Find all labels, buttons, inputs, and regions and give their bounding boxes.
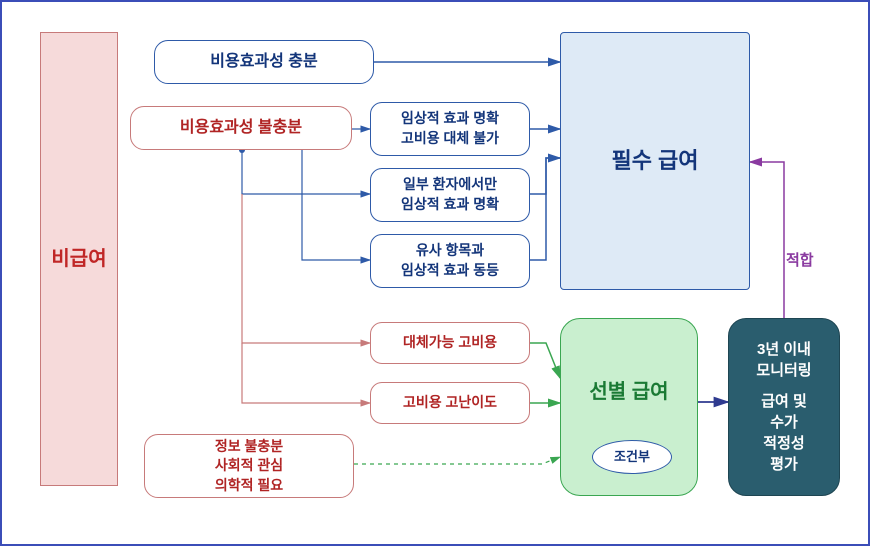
node-label: 고비용 고난이도 (403, 393, 497, 413)
node-label-line1: 임상적 효과 명확 (401, 109, 499, 129)
node-conditional: 조건부 (592, 440, 672, 474)
flowchart-canvas: 비급여 비용효과성 충분 비용효과성 불충분 임상적 효과 명확 고비용 대체 … (0, 0, 870, 546)
node-label: 비급여 (51, 245, 106, 273)
node-label-line2: 임상적 효과 동등 (401, 261, 499, 281)
node-label-line1: 유사 항목과 (416, 241, 484, 261)
edge-e12 (354, 457, 560, 464)
node-label: 조건부 (614, 448, 650, 466)
node-replaceable-high-cost: 대체가능 고비용 (370, 322, 530, 364)
node-label-line2: 모니터링 (756, 360, 811, 381)
node-high-cost-difficulty: 고비용 고난이도 (370, 382, 530, 424)
edge-e14 (750, 162, 784, 318)
edge-e10 (530, 343, 560, 378)
node-label-line4: 급여 및 (761, 391, 807, 412)
edge-e2 (242, 150, 370, 194)
edge-label: 적합 (786, 250, 814, 271)
edge-e5 (242, 194, 370, 343)
node-essential-benefit: 필수 급여 (560, 32, 750, 290)
node-cost-effectiveness-insufficient: 비용효과성 불충분 (130, 106, 352, 150)
node-label-line5: 수가 (770, 412, 798, 433)
node-cost-effectiveness-sufficient: 비용효과성 충분 (154, 40, 374, 84)
node-non-benefit: 비급여 (40, 32, 118, 486)
node-label: 선별 급여 (589, 378, 668, 406)
node-label-line2: 사회적 관심 (215, 456, 283, 476)
node-label-line6: 적정성 (763, 433, 804, 454)
edge-e6 (242, 343, 370, 403)
node-clinical-effect-clear: 임상적 효과 명확 고비용 대체 불가 (370, 102, 530, 156)
node-similar-items-equivalent: 유사 항목과 임상적 효과 동등 (370, 234, 530, 288)
edge-label-suitable: 적합 (786, 250, 814, 271)
edge-e4 (302, 194, 370, 260)
node-label-line1: 정보 불충분 (215, 437, 283, 457)
node-label-line2: 임상적 효과 명확 (401, 195, 499, 215)
node-label: 비용효과성 불충분 (180, 117, 302, 139)
node-info-insufficient: 정보 불충분 사회적 관심 의학적 필요 (144, 434, 354, 498)
node-label: 대체가능 고비용 (403, 333, 497, 353)
node-label-line2: 고비용 대체 불가 (401, 129, 499, 149)
node-monitoring-evaluation: 3년 이내 모니터링 급여 및 수가 적정성 평가 (728, 318, 840, 496)
node-label-line7: 평가 (770, 454, 798, 475)
node-label: 필수 급여 (611, 146, 698, 177)
node-some-patients-only: 일부 환자에서만 임상적 효과 명확 (370, 168, 530, 222)
edge-e9 (530, 158, 560, 260)
node-label-line1: 일부 환자에서만 (403, 175, 497, 195)
node-label-line3: 의학적 필요 (215, 476, 283, 496)
node-label-line1: 3년 이내 (757, 339, 811, 360)
node-label: 비용효과성 충분 (210, 51, 318, 73)
edge-e8 (530, 158, 560, 194)
